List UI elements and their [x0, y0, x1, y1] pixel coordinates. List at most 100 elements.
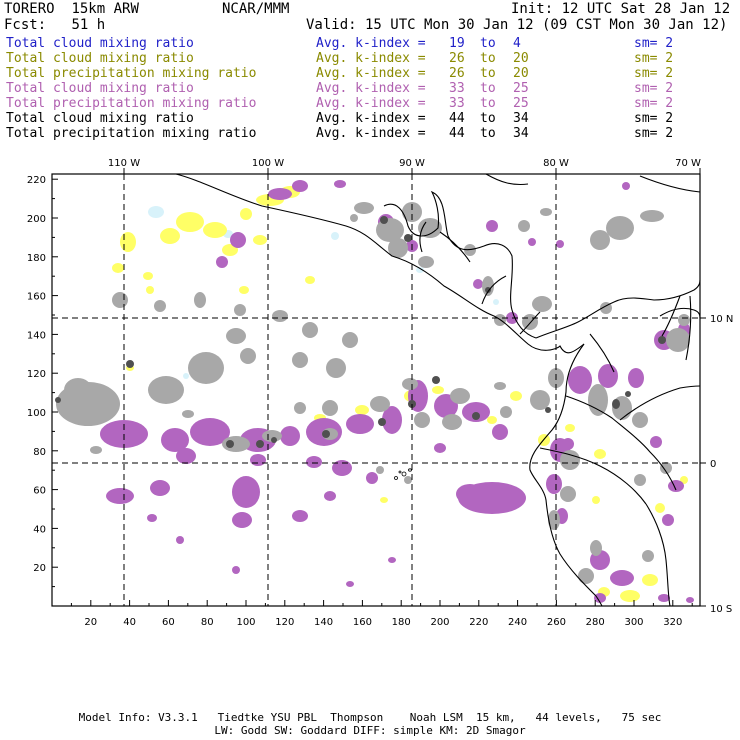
legend-to-word: to: [480, 51, 496, 66]
precipitation-patch: [268, 188, 292, 200]
dark-cloud-core: [432, 376, 440, 384]
dark-cloud-core: [485, 287, 491, 293]
gray-cloud-patch: [578, 568, 594, 584]
gray-cloud-patch: [294, 402, 306, 414]
y-tick-label: 160: [27, 292, 46, 303]
gray-cloud-patch: [226, 328, 246, 344]
gray-cloud-patch: [540, 208, 552, 216]
dark-cloud-core: [322, 430, 330, 438]
legend-to: 25: [513, 81, 529, 96]
legend-index-label: Avg. k-index =: [316, 36, 426, 51]
coastline: [565, 395, 677, 491]
gray-cloud-patch: [240, 348, 256, 364]
y-tick-label: 40: [33, 524, 46, 535]
gray-cloud-patch: [234, 304, 246, 316]
x-tick-label: 320: [663, 617, 682, 628]
init-time: Init: 12 UTC Sat 28 Jan 12: [511, 1, 731, 17]
gray-cloud-patch: [418, 218, 442, 238]
precipitation-patch: [306, 456, 322, 468]
legend-to: 20: [513, 66, 529, 81]
coastline: [175, 173, 585, 354]
precipitation-patch: [528, 238, 536, 246]
precipitation-patch: [280, 426, 300, 446]
legend-index-label: Avg. k-index =: [316, 51, 426, 66]
gray-cloud-patch: [350, 214, 358, 222]
legend-sm: sm= 2: [634, 126, 674, 141]
coastline: [529, 343, 603, 607]
light-cloud-patch: [493, 299, 499, 305]
dark-cloud-core: [545, 407, 551, 413]
gray-cloud-patch: [642, 550, 654, 562]
coastline: [685, 295, 692, 361]
legend-sm: sm= 2: [634, 36, 674, 51]
gray-cloud-patch: [194, 292, 206, 308]
lat-label: 0: [710, 459, 716, 470]
gray-cloud-patch: [182, 410, 194, 418]
precipitation-patch: [332, 460, 352, 476]
legend-field: Total cloud mixing ratio: [6, 81, 194, 96]
light-cloud-patch: [416, 267, 424, 273]
yellow-cloud-patch: [305, 276, 315, 284]
x-tick-label: 100: [236, 617, 255, 628]
gray-cloud-patch: [326, 358, 346, 378]
precipitation-patch: [456, 484, 484, 504]
yellow-cloud-patch: [642, 574, 658, 586]
gray-cloud-patch: [532, 296, 552, 312]
gray-cloud-patch: [112, 292, 128, 308]
org-label: NCAR/MMM: [222, 1, 290, 17]
gray-cloud-patch: [418, 256, 434, 268]
x-tick-label: 300: [624, 617, 643, 628]
yellow-cloud-patch: [510, 391, 522, 401]
precipitation-patch: [473, 279, 483, 289]
legend-index-label: Avg. k-index =: [316, 111, 426, 126]
precipitation-patch: [176, 448, 196, 464]
precipitation-patch: [668, 480, 684, 492]
dark-cloud-core: [271, 437, 277, 443]
model-resolution: 15km ARW: [71, 1, 139, 17]
cloud-fields: [55, 180, 694, 603]
gray-cloud-patch: [402, 378, 418, 390]
dark-cloud-core: [404, 234, 412, 242]
precipitation-patch: [106, 488, 134, 504]
precipitation-patch: [346, 414, 374, 434]
model-info-line2: LW: Godd SW: Goddard DIFF: simple KM: 2D…: [214, 724, 526, 737]
lon-label: 80 W: [543, 158, 569, 169]
legend-from: 33: [449, 81, 465, 96]
gray-cloud-patch: [548, 510, 560, 530]
coastline: [539, 447, 647, 505]
yellow-cloud-patch: [487, 416, 497, 424]
dark-cloud-core: [256, 440, 264, 448]
gray-cloud-patch: [376, 218, 404, 242]
gray-cloud-patch: [494, 382, 506, 390]
legend-field: Total precipitation mixing ratio: [6, 126, 257, 141]
legend-to: 34: [513, 111, 529, 126]
legend-field: Total cloud mixing ratio: [6, 36, 194, 51]
legend-field: Total precipitation mixing ratio: [6, 96, 257, 111]
legend-index-label: Avg. k-index =: [316, 81, 426, 96]
y-tick-label: 80: [33, 447, 46, 458]
coastline: [619, 385, 701, 421]
yellow-cloud-patch: [355, 405, 369, 415]
dark-cloud-core: [55, 397, 61, 403]
y-tick-label: 140: [27, 330, 46, 341]
yellow-cloud-patch: [143, 272, 153, 280]
precipitation-patch: [598, 364, 618, 388]
lat-lon-grid: [52, 174, 700, 606]
dark-cloud-core: [378, 418, 386, 426]
x-tick-label: 200: [430, 617, 449, 628]
valid-time: Valid: 15 UTC Mon 30 Jan 12 (09 CST Mon …: [306, 17, 728, 33]
yellow-cloud-patch: [680, 476, 688, 484]
dark-cloud-core: [658, 336, 666, 344]
island: [398, 470, 402, 474]
gray-cloud-patch: [632, 412, 648, 428]
yellow-cloud-patch: [240, 208, 252, 220]
yellow-cloud-patch: [203, 222, 227, 238]
gray-cloud-patch: [388, 238, 408, 258]
yellow-cloud-patch: [565, 424, 575, 432]
gray-cloud-patch: [222, 436, 250, 452]
legend-sm: sm= 2: [634, 51, 674, 66]
precipitation-patch: [556, 240, 564, 248]
gray-cloud-patch: [600, 302, 612, 314]
x-tick-label: 120: [275, 617, 294, 628]
precipitation-patch: [147, 514, 157, 522]
